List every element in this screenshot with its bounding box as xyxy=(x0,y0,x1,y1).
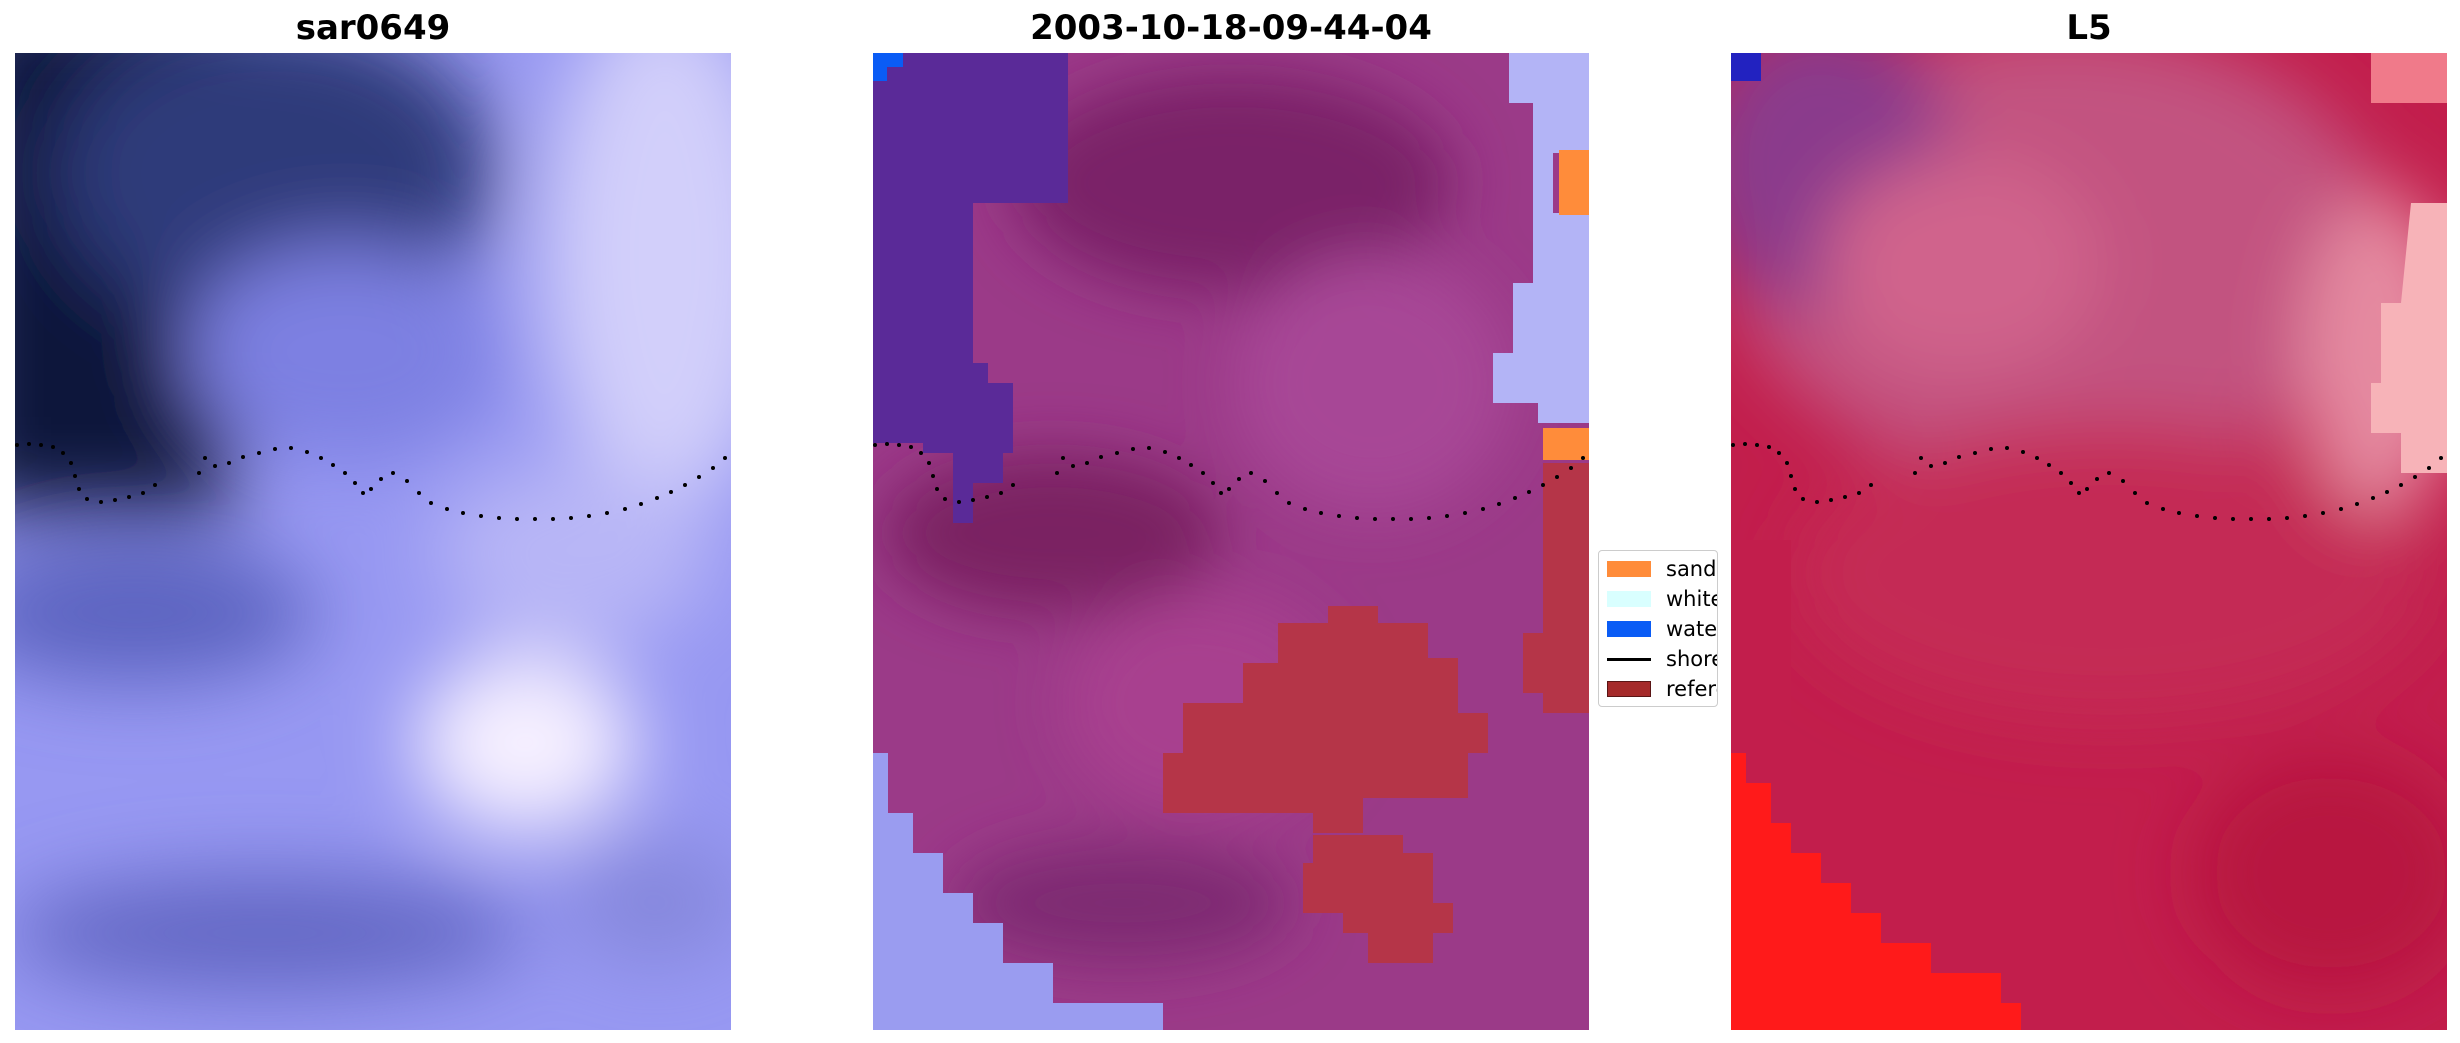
legend-swatch-whitewater xyxy=(1607,591,1651,607)
shoreline-dots xyxy=(873,442,1585,521)
legend-line-shoreline xyxy=(1607,657,1651,661)
l5-image xyxy=(1731,53,2447,1030)
classification-image xyxy=(873,53,1589,1030)
panel-title-classification: 2003-10-18-09-44-04 xyxy=(1030,8,1432,48)
panel-title-l5: L5 xyxy=(2066,8,2112,48)
legend-label-water: water xyxy=(1666,617,1718,641)
classification-panel xyxy=(873,53,1589,1030)
legend-item-whitewater: whitewater xyxy=(1607,587,1718,611)
sar-image-panel xyxy=(15,53,731,1030)
legend-item-shoreline: shoreline xyxy=(1607,647,1717,671)
legend-swatch-water xyxy=(1607,621,1651,637)
sar-image xyxy=(15,53,731,1030)
shoreline-dots xyxy=(1731,442,2443,521)
shoreline-dots xyxy=(15,442,727,521)
l5-panel-overlap xyxy=(1731,540,1791,720)
legend-label-sand: sand xyxy=(1666,557,1717,581)
legend-item-water: water xyxy=(1607,617,1718,641)
panel-title-sar: sar0649 xyxy=(295,8,451,48)
legend-item-reference: reference xyxy=(1607,677,1717,701)
legend-item-sand: sand xyxy=(1607,557,1717,581)
legend-label-shoreline: shoreline xyxy=(1666,647,1717,671)
legend-swatch-sand xyxy=(1607,561,1651,577)
legend-label-reference: reference xyxy=(1666,677,1717,701)
legend-label-whitewater: whitewater xyxy=(1666,587,1718,611)
l5-panel xyxy=(1731,53,2447,1030)
legend: sand whitewater water shoreline referenc… xyxy=(1598,550,1718,707)
legend-swatch-reference xyxy=(1607,681,1651,697)
